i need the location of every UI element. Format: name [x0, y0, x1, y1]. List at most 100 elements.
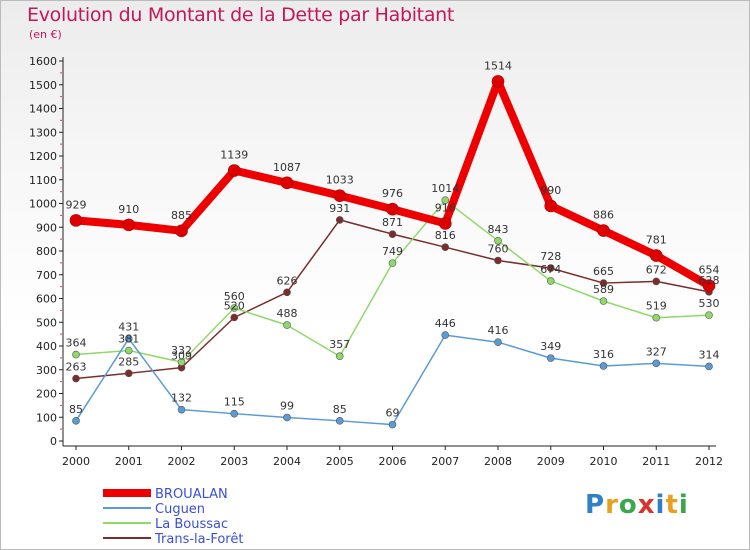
x-tick-label: 2005 — [326, 455, 354, 468]
data-label-trans-la-foret: 672 — [646, 263, 667, 276]
legend-label-la-boussac: La Boussac — [155, 517, 228, 532]
x-tick-label: 2010 — [590, 455, 618, 468]
data-label-la-boussac: 381 — [118, 333, 139, 346]
data-label-cuguen: 416 — [488, 324, 509, 337]
y-tick-label: 300 — [36, 364, 57, 377]
data-point-broualan — [491, 75, 505, 88]
data-label-broualan: 910 — [118, 203, 139, 216]
data-point-cuguen — [72, 417, 80, 425]
data-point-cuguen — [230, 409, 239, 418]
x-tick-label: 2009 — [537, 455, 565, 468]
data-point-cuguen — [388, 420, 397, 429]
x-tick-label: 2000 — [62, 455, 90, 468]
data-point-la-boussac — [283, 321, 291, 329]
data-label-trans-la-foret: 665 — [593, 265, 614, 278]
data-point-trans-la-foret — [599, 279, 608, 287]
data-label-la-boussac: 488 — [277, 307, 298, 320]
data-label-trans-la-foret: 520 — [224, 300, 245, 313]
data-label-trans-la-foret: 309 — [171, 350, 192, 363]
x-tick-label: 2011 — [642, 455, 670, 468]
x-tick-label: 2003 — [220, 455, 248, 468]
data-label-broualan: 1087 — [273, 161, 301, 174]
y-tick-label: 0 — [50, 435, 57, 448]
data-label-broualan: 1514 — [484, 59, 512, 72]
data-label-trans-la-foret: 263 — [66, 361, 87, 374]
y-tick-label: 1200 — [29, 150, 57, 163]
data-point-broualan — [69, 214, 83, 227]
data-label-la-boussac: 589 — [593, 283, 614, 296]
y-tick-label: 100 — [36, 411, 57, 424]
legend-label-trans-la-foret: Trans-la-Forêt — [154, 532, 243, 547]
data-label-trans-la-foret: 628 — [699, 274, 720, 287]
data-point-trans-la-foret — [72, 374, 80, 383]
data-label-trans-la-foret: 760 — [488, 243, 509, 256]
data-label-cuguen: 99 — [280, 399, 294, 412]
y-tick-label: 1400 — [29, 103, 57, 116]
data-point-la-boussac — [72, 350, 80, 359]
data-label-la-boussac: 530 — [699, 297, 720, 310]
data-label-la-boussac: 357 — [329, 338, 350, 351]
data-label-la-boussac: 364 — [66, 337, 87, 350]
data-point-la-boussac — [441, 196, 450, 204]
x-tick-label: 2001 — [115, 455, 143, 468]
x-tick-label: 2004 — [273, 455, 301, 468]
legend-label-broualan: BROUALAN — [155, 487, 228, 502]
data-point-la-boussac — [230, 304, 239, 312]
data-label-cuguen: 314 — [699, 348, 720, 361]
chart-title: Evolution du Montant de la Dette par Hab… — [27, 4, 455, 26]
y-tick-label: 1300 — [29, 126, 57, 139]
data-label-trans-la-foret: 816 — [435, 229, 456, 242]
data-point-broualan — [386, 202, 399, 216]
y-tick-label: 1100 — [29, 174, 57, 187]
y-tick-label: 900 — [36, 221, 57, 234]
data-point-trans-la-foret — [283, 288, 291, 297]
data-point-trans-la-foret — [494, 256, 502, 265]
data-point-cuguen — [705, 362, 713, 371]
data-point-trans-la-foret — [124, 369, 133, 378]
legend-label-cuguen: Cuguen — [155, 502, 205, 517]
data-point-trans-la-foret — [546, 264, 555, 272]
data-label-broualan: 916 — [435, 201, 456, 214]
y-tick-label: 1000 — [29, 198, 57, 211]
data-point-broualan — [438, 217, 452, 230]
data-point-cuguen — [494, 338, 502, 347]
data-point-cuguen — [599, 362, 608, 370]
data-point-la-boussac — [177, 358, 186, 366]
unit-label: (en €) — [29, 28, 62, 41]
data-point-trans-la-foret — [652, 277, 661, 286]
data-label-broualan: 976 — [382, 187, 403, 200]
data-label-broualan: 886 — [593, 209, 614, 222]
data-label-trans-la-foret: 626 — [277, 274, 298, 287]
x-tick-label: 2006 — [379, 455, 407, 468]
data-point-la-boussac — [599, 297, 608, 305]
x-tick-label: 2007 — [431, 455, 459, 468]
data-point-trans-la-foret — [388, 230, 397, 238]
data-label-cuguen: 115 — [224, 396, 245, 409]
data-point-trans-la-foret — [441, 243, 450, 251]
data-label-broualan: 1033 — [326, 174, 354, 187]
data-label-broualan: 1139 — [220, 148, 248, 161]
data-label-trans-la-foret: 728 — [540, 250, 561, 263]
x-tick-label: 2002 — [168, 455, 196, 468]
data-label-cuguen: 85 — [333, 403, 347, 416]
data-point-cuguen — [546, 354, 555, 362]
data-point-broualan — [333, 189, 347, 202]
y-tick-label: 200 — [36, 388, 57, 401]
data-label-la-boussac: 560 — [224, 290, 245, 303]
data-point-la-boussac — [124, 346, 133, 355]
data-point-broualan — [702, 279, 716, 292]
data-label-cuguen: 446 — [435, 317, 456, 330]
data-label-trans-la-foret: 285 — [118, 355, 139, 368]
data-label-cuguen: 327 — [646, 345, 667, 358]
data-label-cuguen: 349 — [540, 340, 561, 353]
data-point-la-boussac — [335, 352, 344, 361]
data-point-la-boussac — [546, 277, 555, 285]
y-tick-label: 700 — [36, 269, 57, 282]
data-point-trans-la-foret — [335, 216, 344, 224]
data-point-cuguen — [124, 334, 133, 343]
data-point-cuguen — [441, 331, 450, 339]
data-label-la-boussac: 843 — [488, 223, 509, 236]
data-label-la-boussac: 749 — [382, 245, 403, 258]
data-point-broualan — [544, 199, 558, 213]
